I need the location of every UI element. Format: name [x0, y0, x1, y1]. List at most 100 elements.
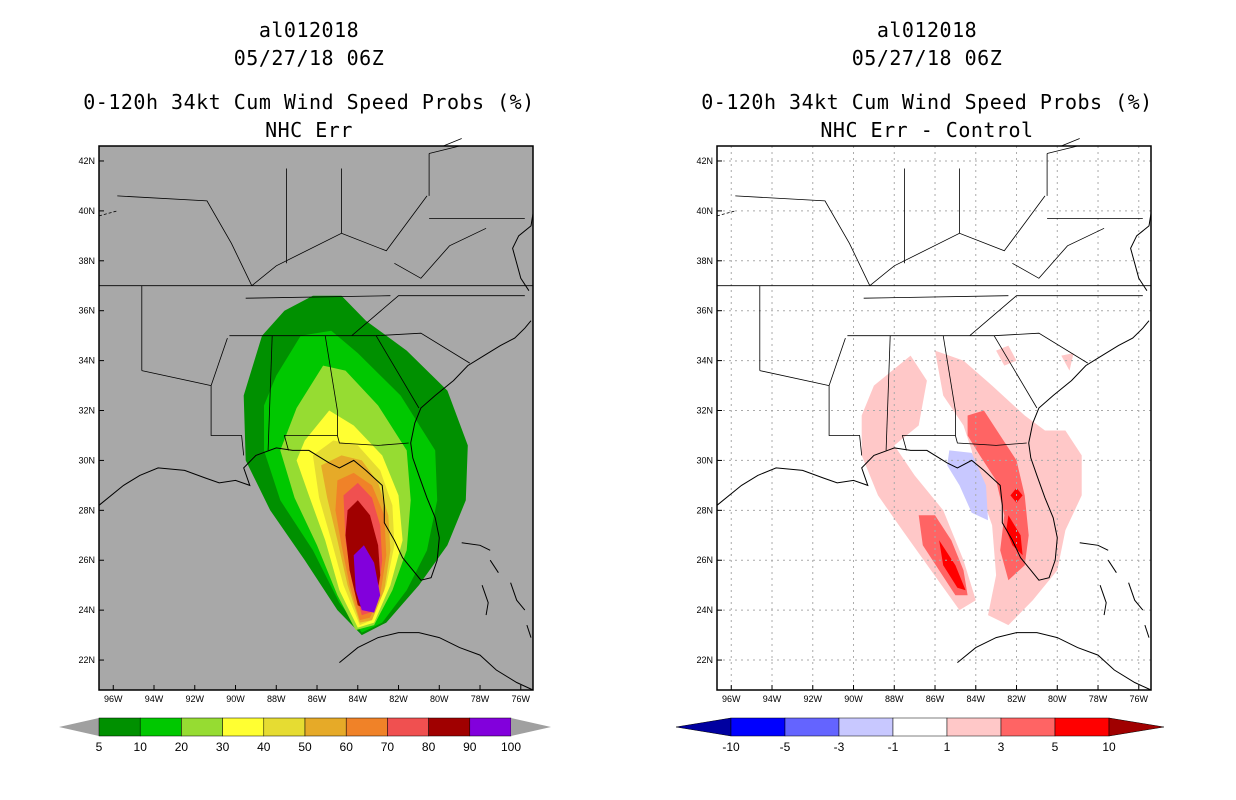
lon-label: 84W: [349, 694, 368, 704]
lon-label: 78W: [471, 694, 490, 704]
lat-label: 26N: [696, 555, 713, 565]
colorbar-arrow-left: [59, 718, 99, 736]
state-border: [955, 435, 1027, 446]
state-border: [375, 335, 420, 409]
product-title: 0-120h 34kt Cum Wind Speed Probs (%): [701, 90, 1153, 114]
datetime: 05/27/18 06Z: [851, 46, 1003, 70]
bahamas-coast: [1099, 585, 1107, 616]
lat-label: 22N: [696, 655, 713, 665]
colorbar-label: -10: [722, 740, 740, 754]
map-frame: [98, 145, 534, 691]
cuba-coast: [339, 632, 534, 691]
lon-label: 88W: [267, 694, 286, 704]
lon-label: 90W: [844, 694, 863, 704]
colorbar-label: 50: [298, 740, 312, 754]
colorbar-swatch: [387, 717, 429, 737]
state-border: [351, 332, 471, 364]
lat-label: 34N: [696, 356, 713, 366]
state-border: [863, 295, 1009, 299]
panel-subtitle: NHC Err - Control: [820, 118, 1034, 142]
colorbar-label: 3: [998, 740, 1005, 754]
state-border: [210, 385, 245, 456]
bahamas-coast: [489, 559, 499, 573]
lat-label: 24N: [78, 605, 95, 615]
state-border: [245, 295, 391, 299]
probability-contours: [243, 295, 468, 636]
lon-label: 76W: [1130, 694, 1149, 704]
state-border: [885, 335, 891, 451]
lat-label: 42N: [78, 156, 95, 166]
colorbar-swatch: [892, 717, 948, 737]
diff-pos-5: [1006, 515, 1023, 556]
lat-label: 28N: [78, 505, 95, 515]
product-title: 0-120h 34kt Cum Wind Speed Probs (%): [83, 90, 535, 114]
lon-label: 94W: [763, 694, 782, 704]
colorbar-swatch: [730, 717, 786, 737]
lon-label: 80W: [1048, 694, 1067, 704]
colorbar-swatch: [784, 717, 840, 737]
panel-subtitle: NHC Err: [265, 118, 353, 142]
lat-label: 40N: [696, 206, 713, 216]
bahamas-coast: [526, 624, 532, 638]
lon-label: 84W: [967, 694, 986, 704]
bahamas-coast: [1144, 624, 1150, 638]
map-background: [717, 146, 1151, 690]
state-border: [735, 195, 871, 286]
panel-difference: al012018 05/27/18 06Z 0-120h 34kt Cum Wi…: [618, 0, 1236, 800]
lon-label: 96W: [722, 694, 741, 704]
lat-label: 38N: [78, 256, 95, 266]
colorbar-label: 1: [944, 740, 951, 754]
difference-map: 42N 40N 38N 36N 34N 32N 30N 28N 26N 24N 22N 96W 94W 9…: [675, 138, 1165, 754]
colorbar: 5 10 20 30 40 50 60 70 80 90 100: [59, 717, 551, 754]
lat-label: 38N: [696, 256, 713, 266]
lat-label: 26N: [78, 555, 95, 565]
lon-label: 78W: [1089, 694, 1108, 704]
lon-label: 76W: [512, 694, 531, 704]
lon-label: 82W: [1007, 694, 1026, 704]
coastline: [1130, 213, 1152, 291]
colorbar-swatch: [1054, 717, 1110, 737]
state-border: [828, 385, 863, 456]
lon-label: 96W: [104, 694, 123, 704]
colorbar-label: 100: [501, 740, 521, 754]
state-border: [969, 332, 1089, 364]
lat-label: 40N: [78, 206, 95, 216]
state-border: [429, 145, 460, 154]
country-border: [98, 210, 118, 217]
lon-label: 86W: [926, 694, 945, 704]
difference-contours: [861, 345, 1082, 626]
colorbar-swatch: [222, 717, 265, 737]
lat-label: 36N: [696, 306, 713, 316]
colorbar-label: 90: [463, 740, 477, 754]
state-border: [394, 227, 487, 279]
lat-label: 28N: [696, 505, 713, 515]
lon-label: 82W: [389, 694, 408, 704]
contour-90: [353, 545, 381, 613]
colorbar-arrow-right: [1108, 717, 1165, 737]
colorbar-swatch: [838, 717, 894, 737]
colorbar-swatch: [139, 717, 182, 737]
storm-id: al012018: [258, 18, 360, 42]
colorbar-swatch: [181, 717, 223, 737]
lat-label: 42N: [696, 156, 713, 166]
state-border: [210, 337, 228, 386]
colorbar-label: 5: [1052, 740, 1059, 754]
bahamas-coast: [481, 585, 489, 616]
bahamas-coast: [1079, 542, 1109, 551]
lon-label: 94W: [145, 694, 164, 704]
state-border: [969, 295, 1143, 337]
colorbar-label: 10: [1102, 740, 1116, 754]
state-border: [993, 335, 1038, 409]
state-border: [337, 435, 409, 446]
colorbar-swatch: [304, 717, 347, 737]
state-border: [828, 337, 846, 386]
lat-label: 30N: [78, 455, 95, 465]
lon-label: 86W: [308, 694, 327, 704]
colorbar-label: 80: [422, 740, 436, 754]
colorbar: -10 -5 -3 -1 1 3 5 10: [675, 717, 1165, 754]
colorbar-label: -1: [888, 740, 899, 754]
lat-label: 22N: [78, 655, 95, 665]
colorbar-label: 10: [134, 740, 148, 754]
lon-label: 92W: [804, 694, 823, 704]
lake-shore: [443, 138, 462, 147]
